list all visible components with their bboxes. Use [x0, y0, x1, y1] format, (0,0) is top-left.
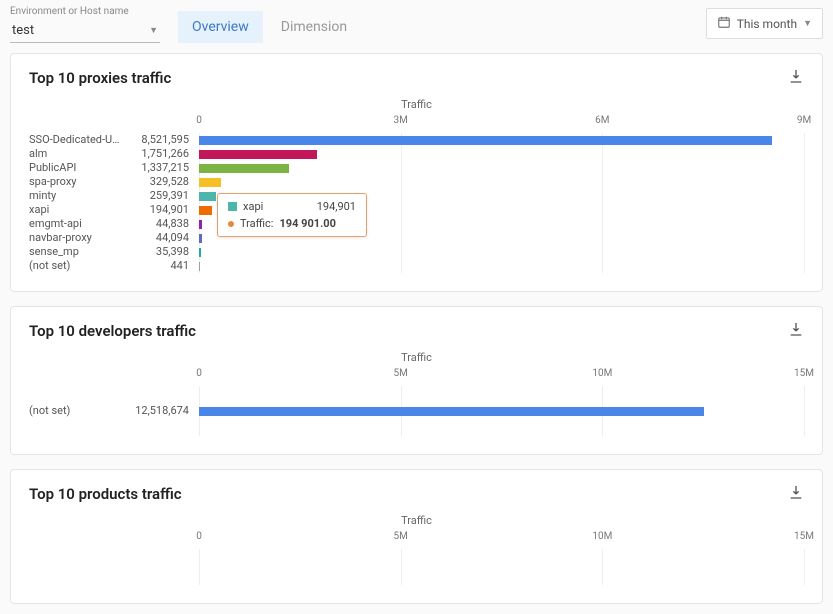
- tooltip-value: 194,901: [317, 200, 356, 213]
- chevron-down-icon: ▼: [149, 25, 158, 36]
- chart-label-row: minty 259,391: [29, 189, 189, 203]
- chart-axis-title: Traffic: [29, 514, 804, 527]
- row-name: spa-proxy: [29, 175, 77, 189]
- row-name: xapi: [29, 203, 49, 217]
- row-value: 12,518,674: [127, 404, 189, 418]
- row-value: 44,094: [148, 231, 189, 245]
- axis-tick: 3M: [393, 115, 407, 126]
- chart-bar[interactable]: [199, 248, 201, 257]
- axis-tick: 15M: [794, 531, 814, 542]
- row-name: emgmt-api: [29, 217, 82, 231]
- chart-bar[interactable]: [199, 262, 200, 271]
- panel-title: Top 10 developers traffic: [29, 322, 196, 340]
- row-value: 259,391: [142, 189, 189, 203]
- tab-dimension[interactable]: Dimension: [267, 11, 361, 43]
- axis-tick: 9M: [797, 115, 811, 126]
- axis-tick: 0: [196, 115, 202, 126]
- chart-tooltip: xapi 194,901 Traffic: 194 901.00: [217, 193, 367, 237]
- chart-bar-row[interactable]: [199, 133, 804, 147]
- chart-label-row: xapi 194,901: [29, 203, 189, 217]
- chart-bar[interactable]: [199, 164, 289, 173]
- panel-card: Top 10 products traffic Traffic 0 5M 10M 15M: [10, 469, 823, 604]
- panel-title: Top 10 proxies traffic: [29, 69, 171, 87]
- row-value: 329,528: [142, 175, 189, 189]
- row-value: 1,337,215: [133, 161, 189, 175]
- chart-label-row: navbar-proxy 44,094: [29, 231, 189, 245]
- chart-axis-title: Traffic: [29, 351, 804, 364]
- period-label: This month: [737, 17, 797, 31]
- tooltip-name: xapi: [243, 200, 263, 213]
- row-value: 441: [162, 259, 189, 273]
- calendar-icon: [717, 15, 731, 32]
- chart-bar[interactable]: [199, 206, 212, 215]
- row-name: sense_mp: [29, 245, 79, 259]
- chart-axis: 05M10M15M: [199, 531, 804, 545]
- chart-bar[interactable]: [199, 407, 704, 416]
- panel-card: Top 10 developers traffic Traffic (not set…: [10, 306, 823, 455]
- axis-tick: 0: [196, 368, 202, 379]
- chart-label-row: SSO-Dedicated-U… 8,521,595: [29, 133, 189, 147]
- tab-overview[interactable]: Overview: [178, 11, 263, 43]
- panel-card: Top 10 proxies traffic Traffic SSO-Dedicat…: [10, 53, 823, 292]
- row-name: (not set): [29, 259, 70, 273]
- chart-label-row: emgmt-api 44,838: [29, 217, 189, 231]
- chart-label-row: PublicAPI 1,337,215: [29, 161, 189, 175]
- row-name: alm: [29, 147, 47, 161]
- axis-tick: 0: [196, 531, 202, 542]
- period-select[interactable]: This month ▼: [706, 8, 823, 39]
- chart-bar-row[interactable]: [199, 404, 804, 418]
- chevron-down-icon: ▼: [803, 18, 812, 29]
- chart-label-row: sense_mp 35,398: [29, 245, 189, 259]
- env-select[interactable]: test ▼: [10, 19, 160, 43]
- row-value: 1,751,266: [133, 147, 189, 161]
- chart-bar[interactable]: [199, 178, 221, 187]
- row-name: minty: [29, 189, 56, 203]
- download-icon[interactable]: [788, 484, 804, 504]
- download-icon[interactable]: [788, 321, 804, 341]
- row-name: (not set): [29, 404, 70, 418]
- chart-bar[interactable]: [199, 234, 202, 243]
- chart-bar-row[interactable]: [199, 245, 804, 259]
- row-value: 35,398: [148, 245, 189, 259]
- axis-tick: 15M: [794, 368, 814, 379]
- tooltip-line-value: 194 901.00: [279, 217, 335, 230]
- row-value: 44,838: [148, 217, 189, 231]
- chart-label-row: alm 1,751,266: [29, 147, 189, 161]
- env-value: test: [12, 23, 34, 38]
- axis-tick: 10M: [592, 531, 612, 542]
- axis-tick: 5M: [393, 531, 407, 542]
- chart-bar[interactable]: [199, 220, 202, 229]
- chart-axis: 03M6M9M: [199, 115, 804, 129]
- chart-bar[interactable]: [199, 136, 772, 145]
- tooltip-line-label: Traffic:: [240, 217, 273, 230]
- chart-label-row: (not set) 441: [29, 259, 189, 273]
- row-name: navbar-proxy: [29, 231, 92, 245]
- chart-bar[interactable]: [199, 192, 216, 201]
- env-label: Environment or Host name: [10, 6, 160, 17]
- axis-tick: 10M: [592, 368, 612, 379]
- row-value: 194,901: [142, 203, 189, 217]
- row-name: PublicAPI: [29, 161, 76, 175]
- chart-bar-row[interactable]: [199, 259, 804, 273]
- chart-bar-row[interactable]: [199, 147, 804, 161]
- chart-axis-title: Traffic: [29, 98, 804, 111]
- axis-tick: 5M: [393, 368, 407, 379]
- panel-title: Top 10 products traffic: [29, 485, 182, 503]
- chart-bar-row[interactable]: [199, 175, 804, 189]
- chart-axis: 05M10M15M: [199, 368, 804, 382]
- row-name: SSO-Dedicated-U…: [29, 133, 120, 147]
- chart-bar[interactable]: [199, 150, 317, 159]
- chart-bar-row[interactable]: [199, 161, 804, 175]
- row-value: 8,521,595: [133, 133, 189, 147]
- axis-tick: 6M: [595, 115, 609, 126]
- chart-label-row: spa-proxy 329,528: [29, 175, 189, 189]
- chart-label-row: (not set) 12,518,674: [29, 404, 189, 418]
- download-icon[interactable]: [788, 68, 804, 88]
